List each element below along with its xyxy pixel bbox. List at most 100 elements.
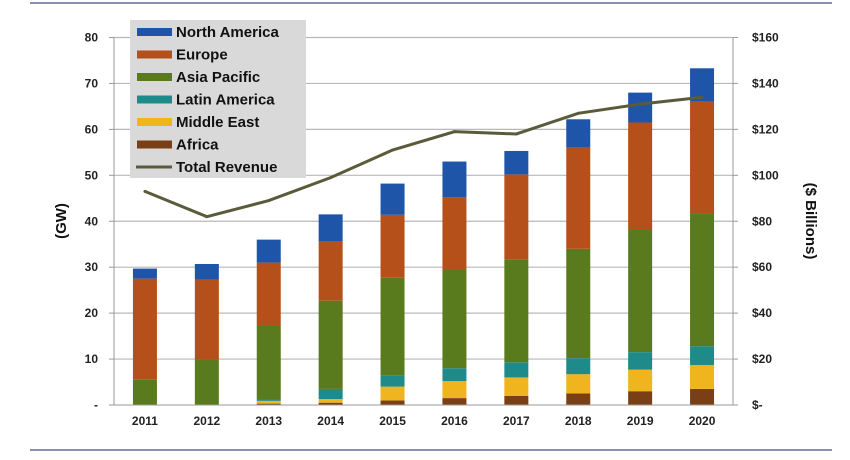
bar-segment-north-america	[132, 268, 157, 279]
bar-segment-asia-pacific	[690, 213, 715, 347]
bar-segment-africa	[442, 398, 467, 405]
y-tick-label: -	[94, 398, 98, 412]
bar-segment-latin-america	[256, 399, 281, 401]
bar-segment-north-america	[256, 239, 281, 263]
bar-segment-asia-pacific	[194, 359, 219, 405]
legend-swatch	[137, 50, 172, 59]
x-tick-label: 2020	[689, 414, 716, 428]
x-tick-label: 2016	[441, 414, 468, 428]
y2-tick-label: $160	[752, 31, 779, 45]
bar-segment-north-america	[442, 161, 467, 198]
y2-axis-label: ($ Billions)	[802, 183, 819, 260]
bar-segment-latin-america	[628, 352, 653, 370]
bar-segment-north-america	[318, 214, 343, 242]
bar-segment-middle-east	[256, 400, 281, 404]
x-tick-label: 2015	[379, 414, 406, 428]
y-tick-label: 30	[85, 260, 99, 274]
bar-segment-africa	[318, 402, 343, 405]
bar-segment-north-america	[566, 119, 591, 148]
bar-segment-middle-east	[442, 381, 467, 399]
y2-tick-label: $20	[752, 352, 772, 366]
bar-segment-europe	[566, 147, 591, 249]
y-tick-label: 20	[85, 306, 99, 320]
y2-tick-label: $60	[752, 260, 772, 274]
legend-label: Total Revenue	[176, 159, 277, 176]
bar-segment-middle-east	[380, 386, 405, 401]
total-revenue-point	[205, 215, 209, 219]
total-revenue-point	[576, 111, 580, 115]
bar-segment-north-america	[194, 263, 219, 280]
y2-tick-label: $40	[752, 306, 772, 320]
bar-segment-latin-america	[442, 368, 467, 382]
total-revenue-point	[638, 102, 642, 106]
x-tick-label: 2012	[193, 414, 220, 428]
legend-label: Latin America	[176, 92, 275, 109]
bar-segment-middle-east	[566, 374, 591, 394]
bar-segment-africa	[566, 393, 591, 405]
bar-segment-latin-america	[504, 362, 529, 378]
y-tick-label: 50	[85, 168, 99, 182]
legend-swatch	[137, 140, 172, 149]
bar-segment-asia-pacific	[132, 379, 157, 405]
total-revenue-point	[391, 148, 395, 152]
y2-tick-label: $80	[752, 214, 772, 228]
x-tick-label: 2014	[317, 414, 344, 428]
bar-segment-asia-pacific	[380, 277, 405, 376]
y-tick-label: 60	[85, 122, 99, 136]
bar-segment-latin-america	[566, 358, 591, 375]
legend-swatch	[137, 73, 172, 81]
bar-segment-north-america	[504, 150, 529, 175]
bar-segment-latin-america	[380, 375, 405, 387]
y-tick-label: 10	[85, 352, 99, 366]
bar-segment-north-america	[380, 183, 405, 215]
bar-segment-europe	[504, 174, 529, 260]
total-revenue-point	[329, 176, 333, 180]
legend: North America Europe Asia Pacific Latin Ame…	[130, 20, 306, 178]
legend-label: Middle East	[176, 114, 259, 131]
bar-segment-asia-pacific	[504, 259, 529, 363]
total-revenue-point	[267, 199, 271, 203]
bar-segment-middle-east	[504, 377, 529, 396]
bar-segment-africa	[256, 403, 281, 405]
bar-segment-europe	[690, 101, 715, 214]
y2-tick-label: $-	[752, 398, 763, 412]
y2-tick-label: $100	[752, 168, 779, 182]
bar-segment-asia-pacific	[318, 300, 343, 389]
legend-label: Africa	[176, 137, 219, 154]
y-axis-label: (GW)	[53, 203, 70, 239]
bar-segment-asia-pacific	[442, 269, 467, 369]
x-tick-label: 2019	[627, 414, 654, 428]
bar-segment-asia-pacific	[256, 325, 281, 400]
bar-segment-north-america	[628, 92, 653, 123]
legend-label: North America	[176, 24, 279, 41]
bar-segment-africa	[504, 395, 529, 405]
bar-segment-europe	[194, 279, 219, 360]
total-revenue-point	[452, 130, 456, 134]
bar-segment-latin-america	[690, 346, 715, 366]
bar-segment-europe	[628, 122, 653, 230]
total-revenue-point	[700, 95, 704, 99]
legend-swatch	[137, 118, 172, 126]
legend-swatch	[137, 95, 172, 104]
total-revenue-line	[144, 95, 703, 219]
legend-swatch	[137, 28, 172, 36]
y-tick-label: 80	[85, 31, 99, 45]
y-tick-label: 40	[85, 214, 99, 228]
bar-segment-africa	[690, 388, 715, 405]
bar-segment-europe	[318, 241, 343, 301]
y-tick-label: 70	[85, 76, 99, 90]
bar-segment-latin-america	[318, 388, 343, 400]
y2-tick-label: $140	[752, 76, 779, 90]
bar-segment-middle-east	[628, 369, 653, 392]
bar-segment-europe	[380, 214, 405, 278]
total-revenue-point	[514, 132, 518, 136]
x-tick-label: 2017	[503, 414, 530, 428]
total-revenue-point	[143, 189, 147, 193]
y2-tick-label: $120	[752, 122, 779, 136]
legend-label: Europe	[176, 47, 228, 64]
bar-segment-africa	[628, 391, 653, 405]
bar-segment-asia-pacific	[628, 229, 653, 353]
x-tick-label: 2018	[565, 414, 592, 428]
bar-segment-asia-pacific	[566, 248, 591, 359]
